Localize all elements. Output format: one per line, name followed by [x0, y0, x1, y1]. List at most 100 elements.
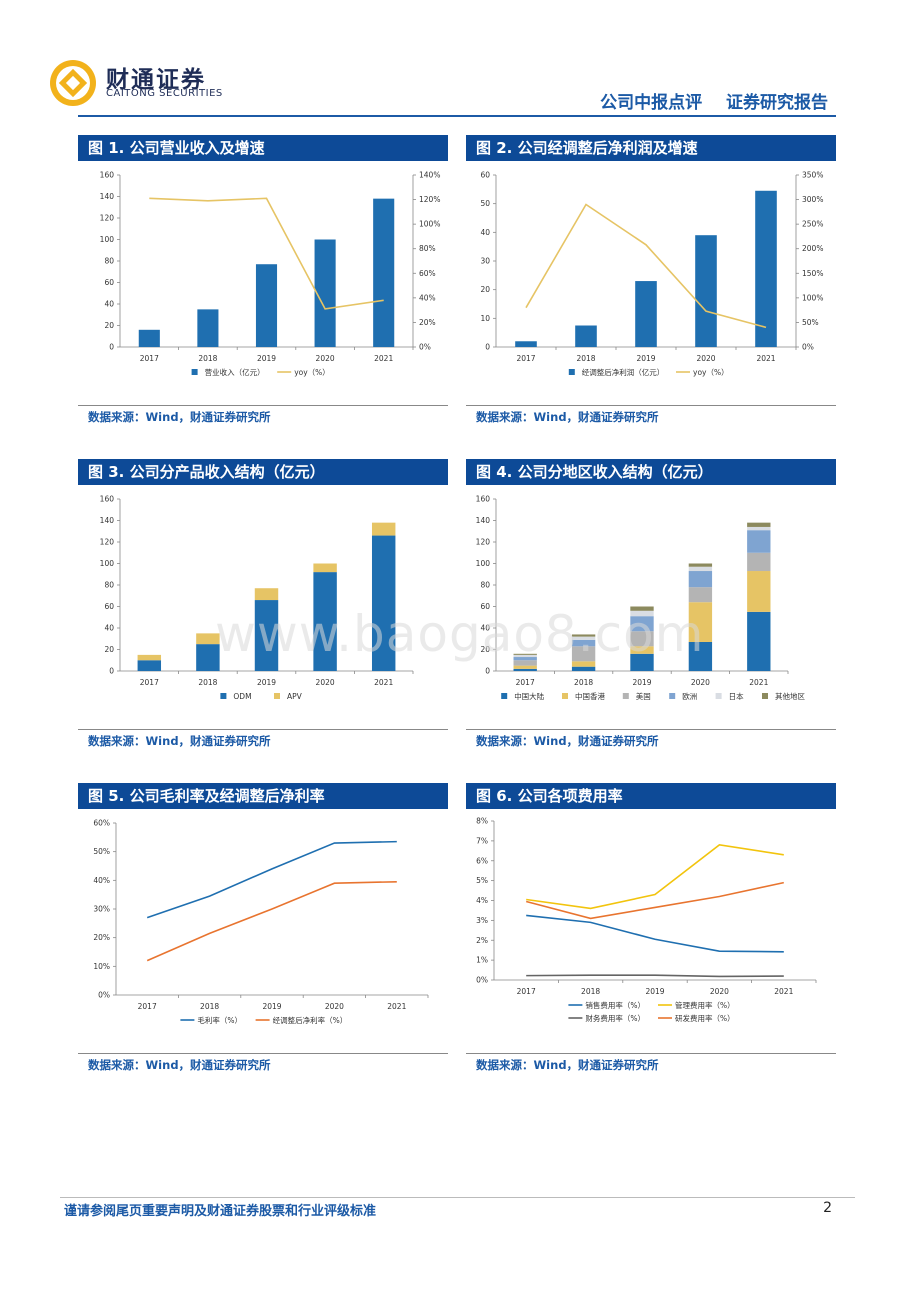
bar-segment [688, 571, 713, 588]
y-tick-label: 0 [485, 667, 490, 676]
report-type: 公司中报点评 [600, 93, 703, 113]
legend-label: 财务费用率（%） [585, 1013, 645, 1023]
y2-tick-label: 0% [802, 343, 814, 352]
bar-segment [747, 552, 771, 572]
x-tick-label: 2019 [632, 678, 651, 687]
legend-label: 销售费用率（%） [585, 1000, 645, 1010]
figure-title: 图 6. 公司各项费用率 [466, 783, 836, 809]
bar-segment [630, 610, 654, 617]
x-tick-label: 2020 [325, 1002, 344, 1011]
figure-title: 图 1. 公司营业收入及增速 [78, 135, 448, 161]
bar-segment [688, 566, 713, 572]
x-tick-label: 2019 [645, 987, 664, 996]
x-tick-label: 2018 [574, 678, 593, 687]
bar [314, 239, 336, 347]
bar [197, 309, 219, 347]
bar-segment [513, 660, 537, 666]
y2-tick-label: 80% [419, 244, 436, 253]
x-tick-label: 2019 [257, 678, 276, 687]
bar-segment [688, 641, 713, 671]
x-tick-label: 2021 [374, 678, 393, 687]
legend-swatch [501, 693, 508, 699]
figure-title: 图 2. 公司经调整后净利润及增速 [466, 135, 836, 161]
series-line [526, 914, 784, 953]
y2-tick-label: 200% [802, 244, 823, 253]
bar [138, 329, 160, 347]
y-tick-label: 20 [480, 285, 490, 294]
y-tick-label: 40 [104, 300, 114, 309]
legend-swatch [568, 369, 575, 375]
bar-segment [513, 653, 537, 655]
figure-4: 图 4. 公司分地区收入结构（亿元） 0 20 40 60 80 100 120 140 160… [466, 459, 836, 748]
y-tick-label: 120 [100, 214, 115, 223]
bar-segment [747, 571, 771, 612]
y-tick-label: 60 [480, 171, 490, 180]
bar-segment [571, 636, 596, 640]
legend-label: yoy（%） [693, 368, 729, 377]
bar [255, 264, 278, 347]
source-divider [78, 729, 448, 730]
x-tick-label: 2018 [198, 678, 217, 687]
legend-label: 中国大陆 [514, 691, 544, 701]
y2-tick-label: 60% [419, 269, 436, 278]
watermark: www.baogao8.com [215, 605, 705, 663]
figure-5: 图 5. 公司毛利率及经调整后净利率 0% 10% 20% 30% 40% 50% 60% 2… [78, 783, 448, 1072]
figure-source: 数据来源：Wind，财通证券研究所 [476, 410, 659, 424]
bar-segment [688, 563, 713, 567]
y-tick-label: 120 [100, 538, 115, 547]
bar [575, 325, 597, 347]
y-tick-label: 160 [476, 495, 491, 504]
legend-label: 研发费用率（%） [675, 1013, 735, 1023]
x-tick-label: 2020 [316, 678, 335, 687]
y-tick-label: 20 [480, 645, 490, 654]
y-tick-label: 40 [480, 228, 490, 237]
bar-segment [571, 661, 596, 667]
y-tick-label: 0% [476, 976, 488, 985]
legend-swatch [220, 693, 227, 699]
series-line [526, 974, 784, 978]
footer-divider [60, 1197, 855, 1198]
y2-tick-label: 140% [419, 171, 440, 180]
x-tick-label: 2019 [262, 1002, 281, 1011]
page-number: 2 [823, 1200, 832, 1216]
bar-segment [313, 572, 337, 671]
y-tick-label: 10 [480, 314, 490, 323]
bar-segment [196, 644, 220, 671]
legend-label: 管理费用率（%） [675, 1000, 735, 1010]
bar-segment [630, 606, 654, 611]
x-tick-label: 2019 [636, 354, 655, 363]
x-tick-label: 2017 [516, 354, 535, 363]
series-line [525, 881, 784, 920]
figure-3: 图 3. 公司分产品收入结构（亿元） 0 20 40 60 80 100 120 140 160… [78, 459, 448, 748]
y2-tick-label: 20% [419, 318, 436, 327]
y-tick-label: 8% [476, 817, 488, 826]
x-tick-label: 2018 [576, 354, 595, 363]
figure-source: 数据来源：Wind，财通证券研究所 [476, 1058, 659, 1072]
y-tick-label: 100 [100, 559, 115, 568]
figure-6: 图 6. 公司各项费用率 0% 1% 2% 3% 4% 5% 6% 7% 8% 2017 2018 2… [466, 783, 836, 1072]
y2-tick-label: 120% [419, 195, 440, 204]
y-tick-label: 50 [480, 199, 490, 208]
x-tick-label: 2019 [257, 354, 276, 363]
source-divider [78, 405, 448, 406]
x-tick-label: 2020 [710, 987, 729, 996]
report-labels: 公司中报点评 证券研究报告 [582, 88, 828, 113]
y-tick-label: 20 [104, 645, 114, 654]
y-tick-label: 80 [480, 581, 490, 590]
x-tick-label: 2020 [691, 678, 710, 687]
bar-segment [630, 653, 654, 671]
bar-segment [630, 616, 654, 632]
footer-disclaimer: 谨请参阅尾页重要声明及财通证券股票和行业评级标准 [64, 1204, 377, 1219]
bar-segment [137, 654, 162, 661]
y-tick-label: 10% [93, 962, 110, 971]
legend-label: 欧洲 [682, 691, 697, 701]
bar-segment [313, 563, 337, 573]
series-line [526, 844, 784, 910]
y-tick-label: 100 [100, 235, 115, 244]
y-tick-label: 20 [104, 321, 114, 330]
x-tick-label: 2021 [749, 678, 768, 687]
x-tick-label: 2020 [316, 354, 335, 363]
chart-adjusted-net-profit: 0 10 20 30 40 50 60 0% 50% 100% 150% 200% 250% 300% 35… [480, 171, 823, 378]
legend-label: 日本 [729, 691, 745, 701]
y-tick-label: 0 [109, 343, 114, 352]
